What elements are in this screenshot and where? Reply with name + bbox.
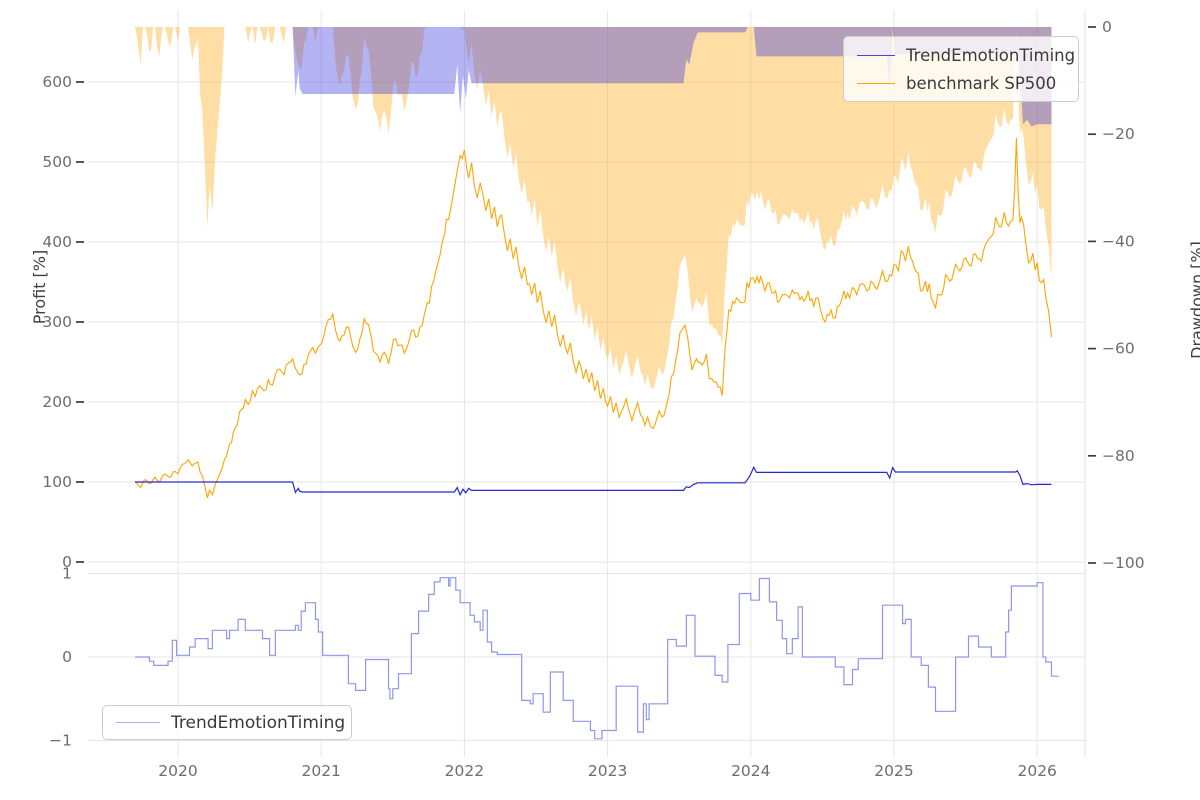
profit-axis-title: Profit [%] [2, 250, 54, 325]
signal-step-line [135, 577, 1059, 740]
profit-tick-label: 500 [42, 153, 72, 171]
top-panel-series [134, 27, 1053, 499]
year-tick-label: 2021 [301, 762, 340, 780]
profit-tick-label: 0 [62, 553, 72, 571]
year-tick-label: 2020 [158, 762, 197, 780]
profit-tick-label: 600 [42, 73, 72, 91]
profit-tick-label: 300 [42, 313, 72, 331]
benchmark-profit-line [134, 137, 1053, 499]
drawdown-axis-title: Drawdown [%] [1138, 241, 1200, 359]
legend-label-benchmark: benchmark SP500 [906, 73, 1057, 93]
drawdown-tick-label: −40 [1102, 232, 1135, 250]
legend-item-benchmark: benchmark SP500 [844, 69, 1078, 97]
legend-label-strategy: TrendEmotionTiming [906, 45, 1076, 65]
tick-labels: 01002003004005006000−20−40−60−80−100−101… [42, 18, 1144, 780]
profit-tick-label: 400 [42, 233, 72, 251]
legend-label-signal: TrendEmotionTiming [171, 712, 346, 733]
drawdown-tick-label: 0 [1102, 18, 1112, 36]
drawdown-axis-title-text: Drawdown [%] [1187, 241, 1200, 359]
year-tick-label: 2024 [731, 762, 770, 780]
year-tick-label: 2026 [1017, 762, 1056, 780]
legend-top-right: TrendEmotionTiming benchmark SP500 [843, 36, 1079, 102]
signal-tick-label: 1 [62, 565, 72, 583]
drawdown-tick-label: −20 [1102, 125, 1135, 143]
year-tick-label: 2022 [445, 762, 484, 780]
drawdown-tick-label: −60 [1102, 340, 1135, 358]
strategy-line-swatch [857, 54, 895, 56]
year-tick-label: 2023 [588, 762, 627, 780]
drawdown-tick-label: −80 [1102, 447, 1135, 465]
strategy-profit-line [135, 465, 1052, 497]
drawdown-tick-label: −100 [1102, 554, 1145, 572]
tick-marks [76, 26, 1096, 564]
signal-tick-label: 0 [62, 648, 72, 666]
profit-tick-label: 200 [42, 393, 72, 411]
legend-bottom-left: TrendEmotionTiming [102, 705, 352, 740]
legend-item-signal: TrendEmotionTiming [103, 707, 351, 738]
signal-tick-label: −1 [49, 732, 72, 750]
year-tick-label: 2025 [874, 762, 913, 780]
profit-axis-title-text: Profit [%] [29, 249, 49, 325]
signal-line-swatch [116, 722, 160, 723]
strategy-drawdown-fill [135, 27, 1052, 127]
profit-tick-label: 100 [42, 473, 72, 491]
bottom-panel-series [135, 577, 1059, 740]
benchmark-line-swatch [857, 82, 895, 84]
benchmark-drawdown-fill [135, 27, 1052, 390]
legend-item-strategy: TrendEmotionTiming [844, 41, 1078, 69]
